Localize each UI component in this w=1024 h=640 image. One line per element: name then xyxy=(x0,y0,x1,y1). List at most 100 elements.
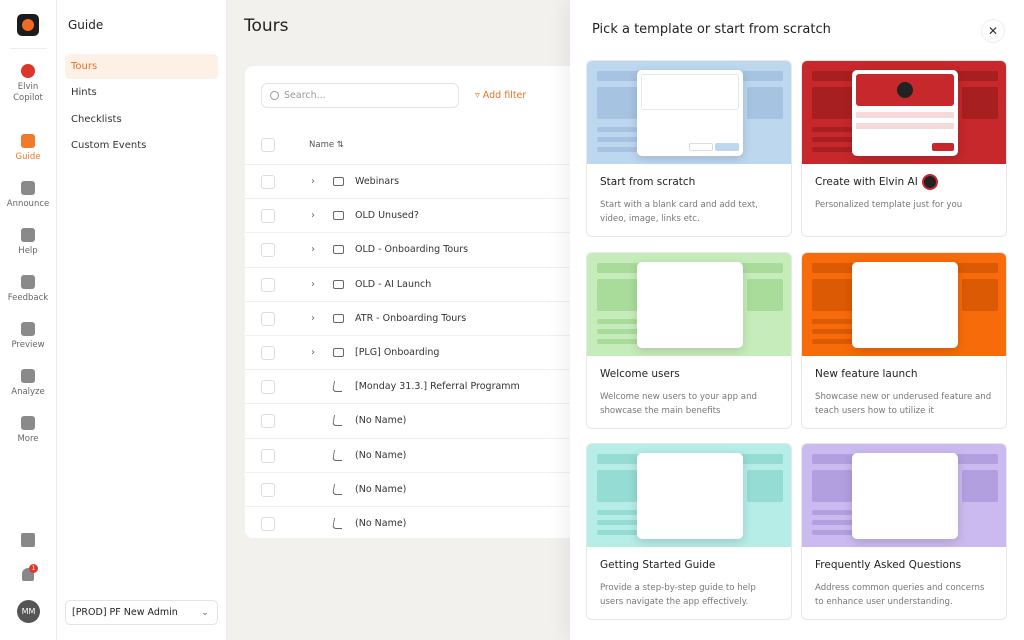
nav-icon xyxy=(21,416,35,430)
template-card[interactable]: Getting Started Guide Provide a step-by-s… xyxy=(586,443,792,620)
tour-row[interactable]: [Monday 31.3.] Referral Programm xyxy=(245,369,590,403)
nav-item[interactable]: Guide xyxy=(3,134,53,163)
template-description: Personalized template just for you xyxy=(815,200,963,210)
template-card[interactable]: Frequently Asked Questions Address common… xyxy=(801,443,1007,620)
sidebar-item[interactable]: Hints xyxy=(71,87,97,99)
template-card[interactable]: Welcome users Welcome new users to your a… xyxy=(586,251,792,429)
ai-badge xyxy=(922,174,938,190)
preview-block xyxy=(597,278,637,311)
preview-block xyxy=(597,470,637,502)
preview-block xyxy=(747,278,783,311)
search-box[interactable]: Search... xyxy=(261,83,459,108)
column-label: Name xyxy=(309,140,335,150)
row-name: (No Name) xyxy=(355,415,407,427)
tour-icon xyxy=(332,483,344,495)
tour-row[interactable]: (No Name) xyxy=(245,471,590,506)
expand-chevron: › xyxy=(311,244,315,256)
sidebar-item[interactable]: Tours xyxy=(65,54,218,79)
row-checkbox[interactable] xyxy=(261,448,275,463)
template-card[interactable]: New feature launch Showcase new or underu… xyxy=(801,251,1007,429)
template-title: Create with Elvin AI xyxy=(815,176,918,188)
template-description: Address common queries and concerns to e… xyxy=(815,583,985,607)
template-preview xyxy=(802,252,1006,356)
row-checkbox[interactable] xyxy=(261,209,275,224)
preview-block xyxy=(597,530,647,535)
folder-row[interactable]: › ATR - Onboarding Tours xyxy=(245,300,590,335)
icon-rail: 1 MM Elvin Copilot Guide Announce Help Feedb… xyxy=(0,0,57,640)
template-description: Welcome new users to your app and showca… xyxy=(600,391,757,416)
page-title: Tours xyxy=(244,16,289,36)
close-button[interactable]: ✕ xyxy=(981,19,1005,43)
row-checkbox[interactable] xyxy=(261,277,275,292)
tour-row[interactable]: (No Name) xyxy=(245,437,590,472)
nav-item[interactable]: More xyxy=(3,416,53,445)
nav-icon xyxy=(21,322,35,336)
tour-row[interactable]: (No Name) xyxy=(245,506,590,540)
folder-icon xyxy=(333,348,344,357)
nav-item[interactable]: Announce xyxy=(3,181,53,210)
template-title: New feature launch xyxy=(815,367,918,380)
nav-item[interactable]: Preview xyxy=(3,322,53,351)
expand-chevron: › xyxy=(311,278,315,290)
sidebar-item[interactable]: Checklists xyxy=(71,113,122,125)
preview-block xyxy=(747,470,783,502)
nav-icon xyxy=(21,181,35,195)
preview-block xyxy=(812,520,872,525)
nav-item[interactable]: Analyze xyxy=(3,369,53,398)
column-header[interactable]: Name ⇅ xyxy=(309,140,344,150)
tour-icon xyxy=(332,415,344,427)
row-checkbox[interactable] xyxy=(261,346,275,360)
folder-row[interactable]: › Webinars xyxy=(245,164,590,198)
divider xyxy=(10,48,47,49)
preview-block xyxy=(812,278,852,311)
folder-row[interactable]: › OLD - AI Launch xyxy=(245,266,590,301)
select-all[interactable] xyxy=(261,138,275,152)
row-checkbox[interactable] xyxy=(261,175,275,189)
add-filter[interactable]: ▿ Add filter xyxy=(475,90,527,101)
nav-label: Help xyxy=(18,246,38,256)
preview-block xyxy=(812,127,852,132)
folder-row[interactable]: › [PLG] Onboarding xyxy=(245,335,590,369)
preview-block xyxy=(812,338,862,344)
row-name: (No Name) xyxy=(355,449,407,461)
avatar[interactable]: MM xyxy=(17,600,40,623)
preview-card xyxy=(852,453,958,539)
row-name: OLD - Onboarding Tours xyxy=(355,244,469,256)
template-card[interactable]: Start from scratch Start with a blank car… xyxy=(586,60,792,237)
row-checkbox[interactable] xyxy=(261,414,275,429)
row-name: [Monday 31.3.] Referral Programm xyxy=(355,381,520,393)
folder-row[interactable]: › OLD - Onboarding Tours xyxy=(245,232,590,266)
bell-icon[interactable]: 1 xyxy=(22,564,38,581)
row-checkbox[interactable] xyxy=(261,243,275,258)
trash-icon[interactable] xyxy=(21,533,35,547)
notification-badge: 1 xyxy=(29,564,38,573)
preview-card xyxy=(637,70,743,156)
preview-block xyxy=(812,470,852,502)
sidebar: Guide [PROD] PF New Admin ⌄ Tours Hints Ch… xyxy=(57,0,227,640)
row-checkbox[interactable] xyxy=(261,517,275,531)
preview-block xyxy=(812,87,852,119)
template-title: Welcome users xyxy=(600,367,680,380)
row-checkbox[interactable] xyxy=(261,482,275,497)
row-checkbox[interactable] xyxy=(261,311,275,326)
nav-item[interactable]: Elvin Copilot xyxy=(3,64,53,104)
nav-item[interactable]: Help xyxy=(3,228,53,257)
tour-icon xyxy=(332,449,344,461)
nav-item[interactable]: Feedback xyxy=(3,275,53,304)
folder-icon xyxy=(333,313,344,323)
row-name: [PLG] Onboarding xyxy=(355,347,440,358)
template-description: Provide a step-by-step guide to help use… xyxy=(600,583,756,607)
workspace-select[interactable]: [PROD] PF New Admin ⌄ xyxy=(65,600,218,625)
tour-row[interactable]: (No Name) xyxy=(245,403,590,437)
template-card[interactable]: Create with Elvin AI Personalized templat… xyxy=(801,60,1007,237)
template-preview xyxy=(587,252,791,356)
sidebar-item[interactable]: Custom Events xyxy=(71,139,147,151)
folder-icon xyxy=(333,177,344,186)
logo xyxy=(17,14,39,36)
folder-row[interactable]: › OLD Unused? xyxy=(245,198,590,232)
row-name: (No Name) xyxy=(355,518,407,529)
template-preview xyxy=(587,61,791,164)
row-checkbox[interactable] xyxy=(261,380,275,395)
nav-label: More xyxy=(17,434,39,444)
nav-icon xyxy=(21,64,35,78)
